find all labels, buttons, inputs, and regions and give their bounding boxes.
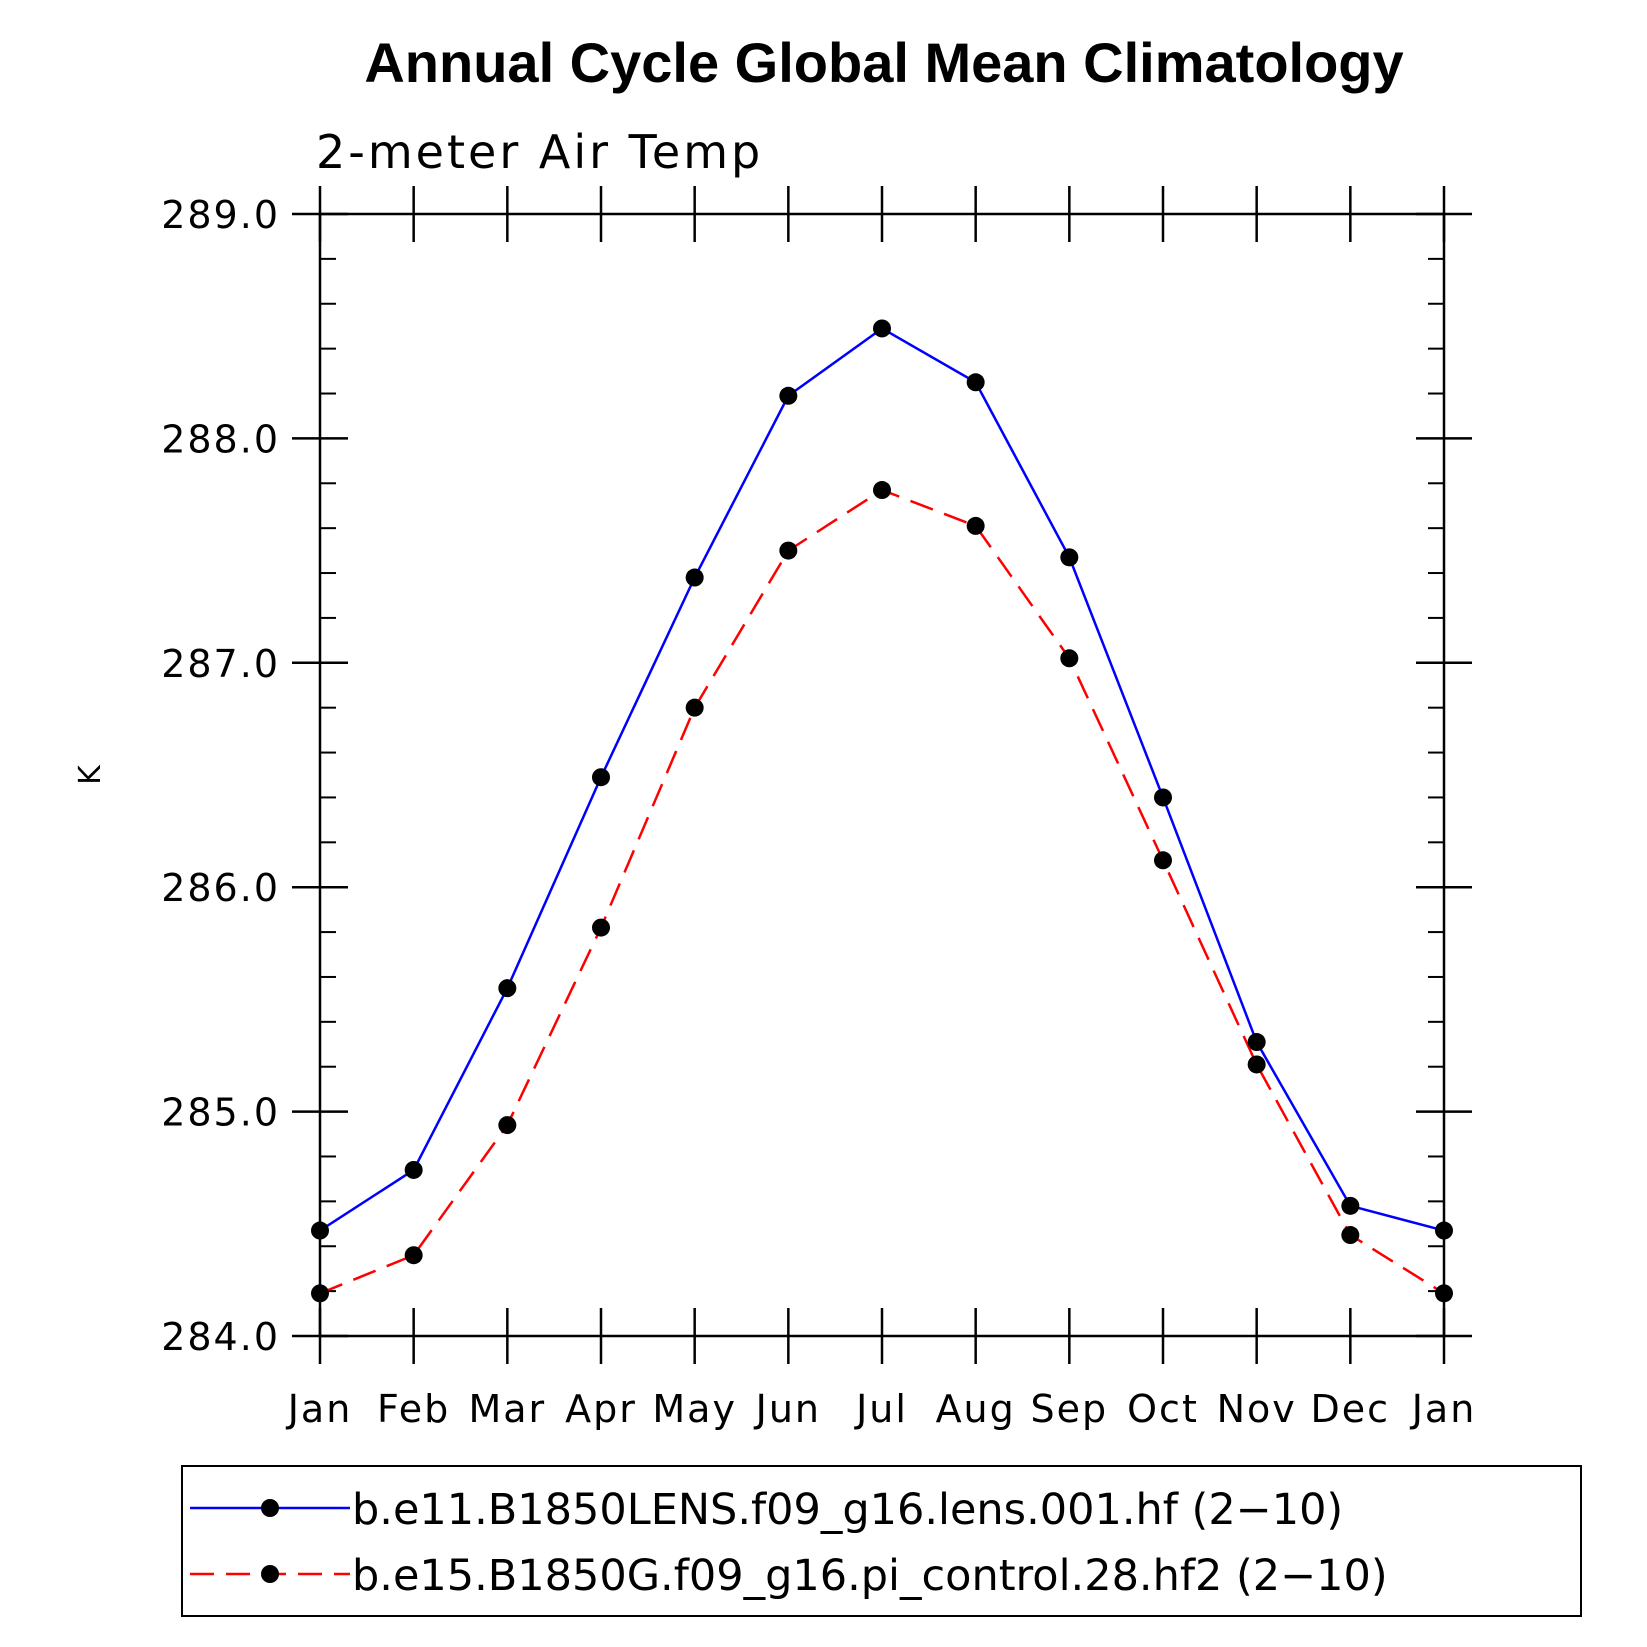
x-tick-label: Nov xyxy=(1217,1387,1297,1431)
data-point-picontrol xyxy=(404,1246,423,1265)
x-tick-label: Mar xyxy=(468,1387,546,1431)
x-tick-label: Jan xyxy=(286,1387,353,1431)
series-layer xyxy=(311,319,1453,1303)
data-point-lens xyxy=(873,319,891,338)
data-point-picontrol xyxy=(1154,851,1172,870)
data-point-picontrol xyxy=(779,541,798,560)
x-tick-label: Sep xyxy=(1031,1387,1109,1431)
legend-label-lens: b.e11.B1850LENS.f09_g16.lens.001.hf (2−1… xyxy=(352,1485,1343,1535)
y-tick-label: 287.0 xyxy=(161,642,280,686)
data-point-lens xyxy=(498,979,517,998)
y-tick-label: 286.0 xyxy=(161,866,280,910)
legend-box xyxy=(181,1465,1582,1617)
x-tick-label: Feb xyxy=(377,1387,450,1431)
data-point-picontrol xyxy=(873,481,891,500)
x-tick-label: Jul xyxy=(854,1387,908,1431)
y-tick-label: 284.0 xyxy=(161,1315,280,1359)
x-tick-label: Jan xyxy=(1410,1387,1477,1431)
x-tick-labels: Jan Feb Mar Apr May Jun Jul Aug Sep Oct Nov Dec Jan xyxy=(286,1387,1477,1431)
y-tick-label: 289.0 xyxy=(161,193,280,237)
x-tick-label: Jun xyxy=(754,1387,821,1431)
data-point-lens xyxy=(685,568,704,587)
x-tick-label: May xyxy=(652,1387,737,1431)
plot-frame xyxy=(318,212,1446,1338)
y-tick-label: 288.0 xyxy=(161,417,280,461)
y-tick-labels: 284.0 285.0 286.0 287.0 288.0 289.0 xyxy=(161,193,280,1359)
data-point-picontrol xyxy=(1247,1055,1266,1074)
x-tick-label: Oct xyxy=(1127,1387,1199,1431)
data-point-picontrol xyxy=(592,918,610,937)
data-point-lens xyxy=(1060,548,1079,567)
y-tick-label: 285.0 xyxy=(161,1091,280,1135)
data-point-lens xyxy=(404,1160,423,1179)
legend: b.e11.B1850LENS.f09_g16.lens.001.hf (2−1… xyxy=(181,1465,1582,1617)
legend-marker-picontrol xyxy=(261,1565,279,1583)
legend-label-picontrol: b.e15.B1850G.f09_g16.pi_control.28.hf2 (… xyxy=(352,1551,1388,1601)
data-point-picontrol xyxy=(1341,1226,1360,1245)
x-tick-label: Apr xyxy=(565,1387,637,1431)
chart-title: Annual Cycle Global Mean Climatology xyxy=(364,31,1403,94)
data-point-lens xyxy=(966,373,985,392)
legend-marker-lens xyxy=(261,1499,279,1517)
data-point-picontrol xyxy=(1060,649,1079,668)
data-point-lens xyxy=(1154,788,1172,807)
x-tick-label: Dec xyxy=(1311,1387,1391,1431)
axis-ticks xyxy=(292,186,1472,1364)
data-point-lens xyxy=(1247,1033,1266,1052)
data-point-lens xyxy=(592,768,610,787)
data-point-lens xyxy=(779,386,798,405)
y-axis-label: K xyxy=(73,764,108,785)
series-line-picontrol xyxy=(319,488,1445,1295)
chart-subtitle: 2-meter Air Temp xyxy=(316,125,763,179)
series-line-lens xyxy=(319,326,1445,1232)
data-point-picontrol xyxy=(498,1116,517,1135)
x-tick-label: Aug xyxy=(936,1387,1016,1431)
data-point-picontrol xyxy=(966,516,985,535)
data-point-picontrol xyxy=(685,698,704,717)
data-point-lens xyxy=(1341,1196,1360,1215)
